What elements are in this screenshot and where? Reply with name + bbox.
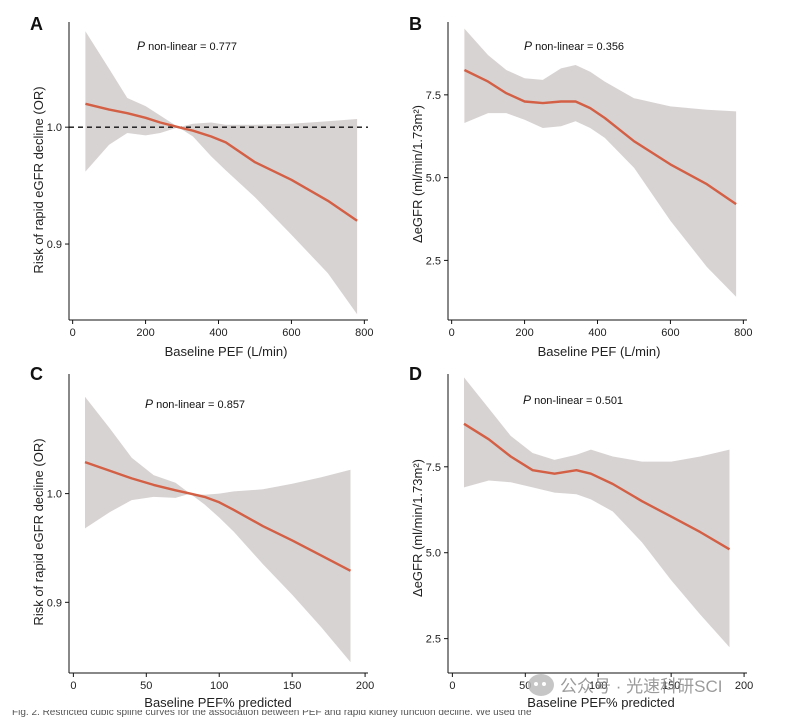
panel-c-x-tick-label: 100 xyxy=(210,680,228,692)
panel-b-y-tick-label: 2.5 xyxy=(426,255,441,267)
panel-b-ci-band xyxy=(464,28,737,297)
panel-d-y-tick-label: 2.5 xyxy=(426,634,441,646)
panel-d-x-tick-label: 150 xyxy=(662,680,680,692)
panel-c-x-tick-label: 0 xyxy=(70,680,76,692)
panel-b-x-tick-label: 800 xyxy=(734,327,752,339)
panel-d-x-tick-label: 0 xyxy=(449,680,455,692)
panel-a-x-tick-label: 600 xyxy=(282,327,300,339)
panel-c-ylabel: Risk of rapid eGFR decline (OR) xyxy=(31,438,46,625)
panel-c-x-tick-label: 50 xyxy=(140,680,152,692)
panel-a-x-tick-label: 800 xyxy=(355,327,373,339)
panel-letter-d: D xyxy=(409,364,422,384)
panel-a-x-tick-label: 200 xyxy=(136,327,154,339)
panel-c-y-tick-label: 0.9 xyxy=(47,597,62,609)
panel-d-y-tick-label: 5.0 xyxy=(426,548,441,560)
caption-strip: Fig. 2. Restricted cubic spline curves f… xyxy=(0,710,806,719)
panel-c-x-tick-label: 150 xyxy=(283,680,301,692)
panel-c: C P non-linear = 0.857 Baseline PEF% pre… xyxy=(30,364,374,710)
caption-fragment: Fig. 2. Restricted cubic spline curves f… xyxy=(12,710,532,718)
panel-b-y-tick-label: 5.0 xyxy=(426,173,441,185)
panel-a-ylabel: Risk of rapid eGFR decline (OR) xyxy=(31,86,46,273)
panel-d-y-tick-label: 7.5 xyxy=(426,462,441,474)
wechat-icon xyxy=(528,673,554,696)
panel-c-y-tick-label: 1.0 xyxy=(47,489,62,501)
panel-a-ci-band xyxy=(85,31,358,315)
panel-b-x-tick-label: 200 xyxy=(515,327,533,339)
panel-d-ci-band xyxy=(464,377,730,648)
panel-c-estimate-line xyxy=(84,460,352,572)
panel-a: A P non-linear = 0.777 Baseline PEF (L/m… xyxy=(30,14,374,359)
panel-letter-c: C xyxy=(30,364,43,384)
panel-d-x-tick-label: 100 xyxy=(589,680,607,692)
panel-a-y-tick-label: 0.9 xyxy=(47,239,62,251)
panel-b-estimate-line xyxy=(463,68,737,206)
panel-b-y-tick-label: 7.5 xyxy=(426,90,441,102)
panel-b-x-tick-label: 400 xyxy=(588,327,606,339)
watermark-text: 公众号 · 光速科研SCI xyxy=(560,677,723,696)
panel-a-estimate-line xyxy=(85,102,358,222)
watermark: 公众号 · 光速科研SCI xyxy=(528,672,722,697)
panel-b-annotation: P non-linear = 0.356 xyxy=(524,39,624,53)
panel-d-ylabel: ΔeGFR (ml/min/1.73m²) xyxy=(410,459,425,597)
panel-d-xlabel: Baseline PEF% predicted xyxy=(527,695,674,710)
panel-d-estimate-line xyxy=(463,422,731,551)
panel-b: B P non-linear = 0.356 Baseline PEF (L/m… xyxy=(409,14,753,359)
panel-c-ci-band xyxy=(85,396,351,663)
panel-a-xlabel: Baseline PEF (L/min) xyxy=(165,344,288,359)
panel-c-annotation: P non-linear = 0.857 xyxy=(145,397,245,411)
panel-a-y-tick-label: 1.0 xyxy=(47,122,62,134)
panel-b-xlabel: Baseline PEF (L/min) xyxy=(538,344,661,359)
panel-letter-a: A xyxy=(30,14,43,34)
panel-letter-b: B xyxy=(409,14,422,34)
panel-d-annotation: P non-linear = 0.501 xyxy=(523,393,623,407)
panel-b-x-tick-label: 0 xyxy=(449,327,455,339)
panel-b-ylabel: ΔeGFR (ml/min/1.73m²) xyxy=(410,105,425,243)
panel-a-x-tick-label: 0 xyxy=(70,327,76,339)
panel-b-x-tick-label: 600 xyxy=(661,327,679,339)
panel-a-annotation: P non-linear = 0.777 xyxy=(137,39,237,53)
panel-a-x-tick-label: 400 xyxy=(209,327,227,339)
panel-d: D P non-linear = 0.501 Baseline PEF% pre… xyxy=(409,364,753,710)
panel-c-xlabel: Baseline PEF% predicted xyxy=(144,695,291,710)
panel-c-x-tick-label: 200 xyxy=(356,680,374,692)
panel-d-x-tick-label: 200 xyxy=(735,680,753,692)
